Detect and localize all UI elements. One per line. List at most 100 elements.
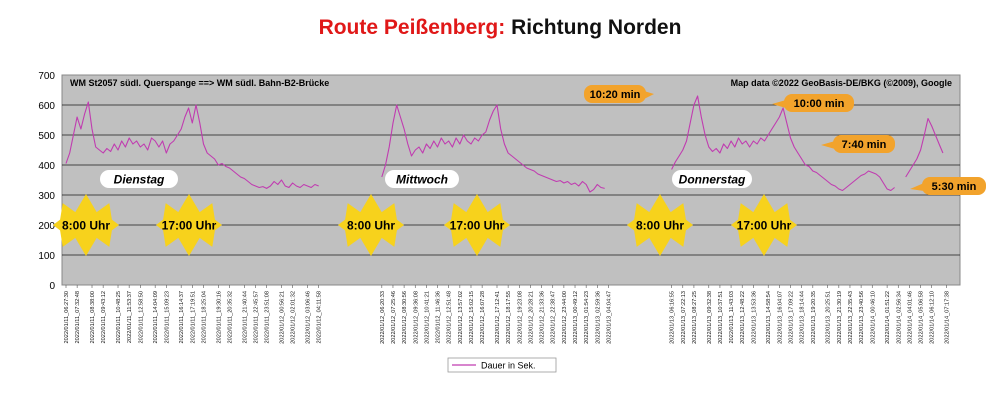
series-dauer [65,95,944,193]
x-tick-label: 2022/01/13_11:43:03 [729,291,735,343]
callout-2: 10:00 min [772,94,854,112]
x-tick-label: 2022/01/13_01:54:23 [584,291,590,344]
time-marker-4: 17:00 Uhr [444,194,510,256]
x-tick-label: 2022/01/12_16:07:28 [480,291,486,344]
series-line [905,117,944,178]
time-marker-burst [338,194,404,256]
time-marker-text: 8:00 Uhr [347,219,395,233]
time-marker-text: 17:00 Uhr [162,219,217,233]
callout-pointer [644,91,654,99]
x-tick-label: 2022/01/13_13:53:36 [751,291,757,344]
x-tick-label: 2022/01/13_00:49:12 [573,291,579,344]
time-marker-2: 17:00 Uhr [156,194,222,256]
series-line [381,104,605,193]
x-tick-label: 2022/01/13_22:35:43 [848,291,854,344]
y-tick-label: 400 [38,161,55,172]
y-tick-label: 600 [38,101,55,112]
x-tick-label: 2022/01/14_00:46:10 [870,291,876,344]
x-tick-label: 2022/01/11_11:53:37 [127,291,133,343]
plot-title-left: WM St2057 südl. Querspange ==> WM südl. … [70,78,329,88]
x-tick-label: 2022/01/14_02:56:34 [896,291,902,344]
time-marker-burst [53,194,119,256]
time-marker-burst [444,194,510,256]
y-tick-label: 200 [38,221,55,232]
time-marker-6: 17:00 Uhr [731,194,797,256]
x-tick-label: 2022/01/11_07:32:48 [75,291,81,343]
x-tick-label: 2022/01/11_22:45:57 [253,291,259,343]
x-tick-label: 2022/01/14_01:51:22 [885,291,891,344]
x-tick-label: 2022/01/11_18:25:04 [201,291,207,343]
callout-box [584,85,646,103]
x-tick-label: 2022/01/13_08:27:25 [692,291,698,344]
day-label-box [385,170,459,188]
x-tick-label: 2022/01/11_10:48:25 [116,291,122,343]
day-label-text: Dienstag [114,173,165,187]
x-tick-label: 2022/01/12_09:36:08 [413,291,419,344]
x-tick-label: 2022/01/11_15:09:23 [164,291,170,343]
x-tick-label: 2022/01/11_06:27:30 [64,291,70,343]
y-tick-label: 100 [38,251,55,262]
callout-text: 10:20 min [590,89,641,101]
x-tick-label: 2022/01/13_20:25:51 [826,291,832,344]
x-tick-label: 2022/01/11_16:14:37 [179,291,185,343]
callout-1: 10:20 min [584,85,654,103]
x-tick-label: 2022/01/12_06:20:33 [380,291,386,344]
day-label-1: Dienstag [100,170,178,188]
callout-pointer [910,183,924,191]
time-marker-3: 8:00 Uhr [338,194,404,256]
callout-3: 7:40 min [821,135,895,153]
x-tick-label: 2022/01/12_11:46:36 [436,291,442,343]
callout-text: 7:40 min [842,139,887,151]
legend: Dauer in Sek. [447,357,557,373]
x-tick-label: 2022/01/11_17:19:51 [190,291,196,343]
x-tick-label: 2022/01/14_06:12:10 [930,291,936,344]
day-label-box [100,170,178,188]
plot-title-right: Map data ©2022 GeoBasis-DE/BKG (©2009), … [731,78,952,88]
x-tick-label: 2022/01/11_09:43:12 [101,291,107,343]
x-tick-label: 2022/01/12_23:44:00 [562,291,568,344]
callout-box [922,177,986,195]
x-tick-label: 2022/01/13_21:30:19 [837,291,843,344]
time-marker-burst [627,194,693,256]
callout-text: 5:30 min [932,181,977,193]
day-label-3: Donnerstag [672,170,752,188]
x-tick-label: 2022/01/13_04:04:47 [606,291,612,344]
x-tick-label: 2022/01/12_00:56:21 [279,291,285,344]
x-tick-label: 2022/01/13_18:14:44 [800,291,806,344]
x-tick-label: 2022/01/14_05:06:58 [919,291,925,344]
day-label-2: Mittwoch [385,170,459,188]
time-marker-5: 8:00 Uhr [627,194,693,256]
x-tick-label: 2022/01/12_04:11:58 [317,291,323,343]
y-tick-label: 700 [38,71,55,82]
x-tick-label: 2022/01/13_23:40:56 [859,291,865,344]
callout-pointer [821,141,835,149]
title-route: Route Peißenberg: [318,16,506,39]
time-marker-text: 17:00 Uhr [450,219,505,233]
x-tick-label: 2022/01/12_21:33:36 [540,291,546,344]
legend-label: Dauer in Sek. [481,361,536,371]
x-tick-label: 2022/01/14_04:01:46 [907,291,913,344]
x-tick-label: 2022/01/13_02:59:36 [595,291,601,344]
callout-pointer [772,100,786,108]
day-label-box [672,170,752,188]
time-marker-text: 8:00 Uhr [636,219,684,233]
x-tick-label: 2022/01/13_12:48:22 [740,291,746,344]
x-tick-label: 2022/01/12_02:01:32 [291,291,297,344]
series-line [671,95,895,192]
x-tick-label: 2022/01/11_12:58:50 [138,291,144,343]
x-tick-label: 2022/01/13_09:32:38 [707,291,713,344]
series-line [65,101,319,189]
y-tick-label: 500 [38,131,55,142]
x-tick-label: 2022/01/13_16:04:07 [777,291,783,344]
time-marker-burst [731,194,797,256]
time-marker-text: 17:00 Uhr [737,219,792,233]
x-tick-label: 2022/01/13_10:37:51 [718,291,724,344]
x-tick-label: 2022/01/12_10:41:21 [424,291,430,344]
x-tick-label: 2022/01/11_08:38:00 [90,291,96,343]
x-tick-label: 2022/01/13_19:20:35 [811,291,817,344]
x-tick-label: 2022/01/12_20:28:21 [528,291,534,344]
x-tick-label: 2022/01/13_06:16:55 [670,291,676,344]
x-tick-label: 2022/01/12_08:30:56 [402,291,408,344]
x-tick-label: 2022/01/12_22:38:47 [551,291,557,344]
